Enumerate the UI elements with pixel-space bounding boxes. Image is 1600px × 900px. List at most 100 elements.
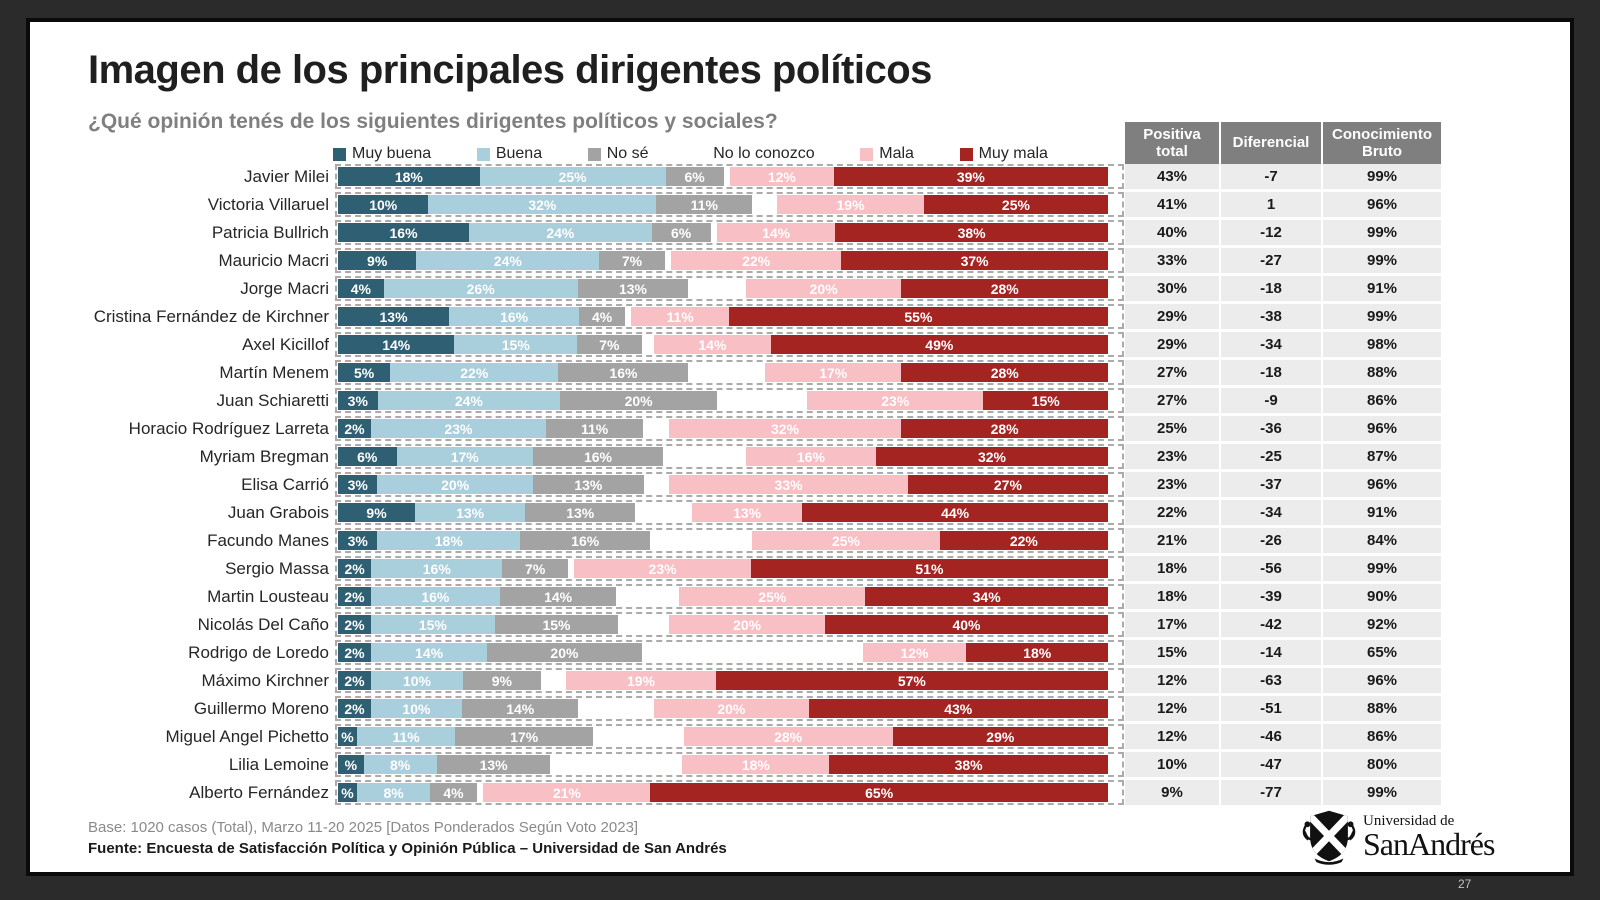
politician-name: Juan Schiaretti	[216, 391, 329, 410]
table-cell-positiva-total: 30%	[1125, 276, 1219, 301]
bar-segment-no-se: 14%	[499, 587, 617, 606]
bar-segment-buena: 23%	[371, 419, 546, 438]
table-cell-conocimiento-bruto: 80%	[1323, 752, 1441, 777]
table-cell-positiva-total: 9%	[1125, 780, 1219, 805]
table-cell-conocimiento-bruto: 86%	[1323, 724, 1441, 749]
table-cell-conocimiento-bruto: 99%	[1323, 780, 1441, 805]
segment-value-label: 20%	[624, 392, 653, 409]
table-cell-diferencial: -12	[1221, 220, 1321, 245]
segment-value-label: 22%	[460, 364, 489, 381]
segment-value-label: 7%	[525, 560, 546, 577]
segment-value-label: 21%	[552, 784, 581, 801]
bar-track: 3% 20% 13% 33% 27%	[335, 472, 1124, 497]
bar-segment-muy-mala: 38%	[835, 223, 1108, 242]
segment-value-label: 25%	[758, 588, 787, 605]
segment-value-label: 20%	[550, 644, 579, 661]
segment-value-label: 32%	[528, 196, 557, 213]
legend-label: Buena	[495, 145, 543, 162]
segment-value-label: 6%	[671, 224, 692, 241]
table-cell-positiva-total: 12%	[1125, 668, 1219, 693]
legend-swatch-icon	[333, 147, 346, 161]
bar-row: Máximo Kirchner 2% 10% 9% 19% 57%	[85, 668, 1124, 693]
segment-value-label: 65%	[865, 784, 894, 801]
table-cell-diferencial: -7	[1221, 164, 1321, 189]
table-cell-conocimiento-bruto: 99%	[1323, 556, 1441, 581]
segment-value-label: 17%	[450, 448, 479, 465]
table-row: 27% -9 86%	[1125, 388, 1443, 413]
segment-value-label: %	[344, 756, 358, 773]
bar-track: 2% 23% 11% 32% 28%	[335, 416, 1124, 441]
table-header-diferencial: Diferencial	[1221, 122, 1321, 164]
bar-segment-no-se: 4%	[579, 307, 625, 326]
footnote-source: Fuente: Encuesta de Satisfacción Polític…	[88, 840, 727, 857]
segment-value-label: 8%	[383, 784, 404, 801]
bar-segment-muy-mala: 28%	[901, 419, 1108, 438]
politician-name: Martin Lousteau	[207, 587, 329, 606]
bar-segment-no-lo-conozco	[593, 727, 684, 746]
bar-segment-muy-mala: 18%	[966, 643, 1109, 662]
legend-swatch-icon	[694, 147, 708, 161]
segment-value-label: 49%	[925, 336, 954, 353]
segment-value-label: 14%	[698, 336, 727, 353]
table-cell-diferencial: -18	[1221, 276, 1321, 301]
bar-segment-no-lo-conozco	[476, 783, 484, 802]
segment-value-label: 32%	[977, 448, 1006, 465]
legend-swatch-icon	[476, 147, 490, 161]
segment-value-label: 16%	[500, 308, 529, 325]
bar-segment-muy-buena: %	[338, 755, 364, 774]
segment-value-label: 40%	[952, 616, 981, 633]
bar-segment-no-lo-conozco	[635, 503, 693, 522]
bar-segment-muy-buena: 2%	[338, 559, 372, 578]
segment-value-label: 27%	[993, 476, 1022, 493]
bar-track: 2% 16% 7% 23% 51%	[335, 556, 1124, 581]
segment-value-label: 13%	[479, 756, 508, 773]
segment-value-label: %	[341, 784, 354, 801]
politician-name: Juan Grabois	[227, 503, 329, 522]
segment-value-label: 28%	[990, 364, 1019, 381]
bar-segment-buena: 24%	[377, 391, 561, 410]
bar-track: 2% 16% 14% 25% 34%	[335, 584, 1124, 609]
table-row: 29% -38 99%	[1125, 304, 1443, 329]
bar-segment-muy-mala: 29%	[892, 727, 1109, 746]
table-cell-conocimiento-bruto: 92%	[1323, 612, 1441, 637]
table-row: 40% -12 99%	[1125, 220, 1443, 245]
segment-value-label: 9%	[366, 504, 387, 521]
bar-row: Martin Lousteau 2% 16% 14% 25% 34%	[85, 584, 1124, 609]
bar-segment-no-lo-conozco	[710, 223, 717, 242]
segment-value-label: 12%	[900, 644, 929, 661]
table-row: 10% -47 80%	[1125, 752, 1443, 777]
legend-item: No sé	[587, 145, 649, 163]
bar-track: 2% 10% 9% 19% 57%	[335, 668, 1124, 693]
segment-value-label: 19%	[626, 672, 655, 689]
bar-row: Victoria Villaruel 10% 32% 11% 19% 25%	[85, 192, 1124, 217]
bar-segment-buena: 24%	[469, 223, 652, 242]
segment-value-label: 25%	[1001, 196, 1030, 213]
table-cell-conocimiento-bruto: 91%	[1323, 276, 1441, 301]
segment-value-label: 13%	[456, 504, 485, 521]
bar-segment-muy-buena: 3%	[338, 531, 378, 550]
segment-value-label: 22%	[742, 252, 771, 269]
bar-segment-buena: 32%	[428, 195, 657, 214]
table-cell-conocimiento-bruto: 86%	[1323, 388, 1441, 413]
bar-segment-no-se: 11%	[656, 195, 753, 214]
university-crest-icon	[1302, 810, 1356, 865]
bar-segment-no-lo-conozco	[723, 167, 730, 186]
politician-name: Máximo Kirchner	[201, 671, 329, 690]
segment-value-label: 15%	[501, 336, 530, 353]
bar-segment-no-lo-conozco	[662, 447, 746, 466]
table-cell-diferencial: -36	[1221, 416, 1321, 441]
bar-segment-mala: 25%	[679, 587, 866, 606]
bar-segment-buena: 15%	[370, 615, 495, 634]
table-cell-diferencial: -25	[1221, 444, 1321, 469]
bar-track: % 11% 17% 28% 29%	[335, 724, 1124, 749]
bar-segment-no-lo-conozco	[578, 699, 655, 718]
segment-value-label: 28%	[990, 420, 1019, 437]
segment-value-label: 19%	[836, 196, 865, 213]
politician-name: Rodrigo de Loredo	[188, 643, 329, 662]
table-cell-conocimiento-bruto: 99%	[1323, 220, 1441, 245]
bar-segment-mala: 19%	[777, 195, 924, 214]
politician-name: Alberto Fernández	[189, 783, 329, 802]
bar-row: Axel Kicillof 14% 15% 7% 14% 49%	[85, 332, 1124, 357]
segment-value-label: 14%	[382, 336, 411, 353]
segment-value-label: 14%	[506, 700, 535, 717]
